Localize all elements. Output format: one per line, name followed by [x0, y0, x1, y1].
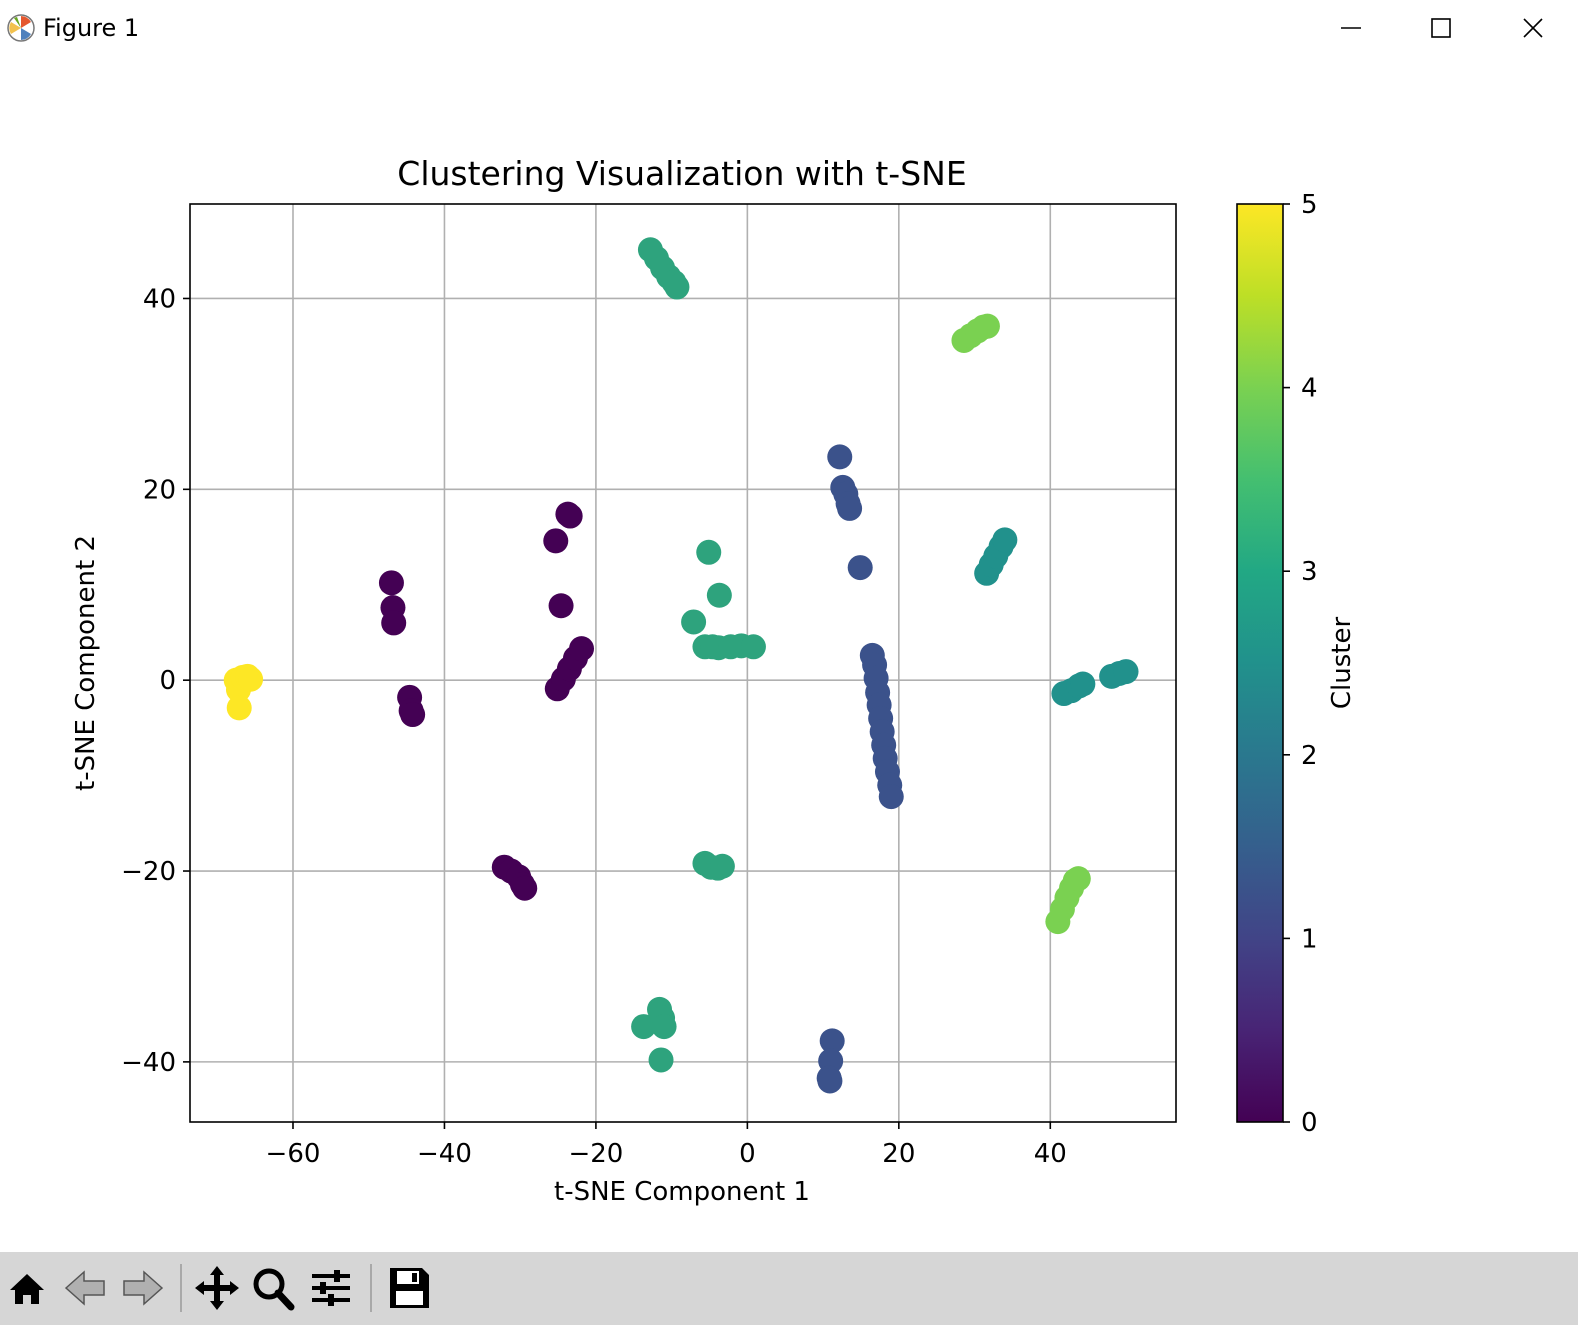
minimize-button[interactable] [1328, 8, 1374, 48]
grid-lines [190, 204, 1176, 1122]
x-axis-label: t-SNE Component 1 [554, 1177, 810, 1207]
colorbar-tick-label: 1 [1301, 924, 1318, 954]
colorbar-ticks: 0 1 2 3 4 5 [1283, 190, 1318, 1138]
scatter-point-cluster-0 [400, 702, 426, 728]
colorbar-tick-label: 5 [1301, 190, 1318, 220]
scatter-point-cluster-0 [557, 503, 583, 529]
colorbar-label: Cluster [1327, 617, 1357, 710]
y-tick-label: −40 [121, 1048, 176, 1078]
scatter-point-cluster-0 [378, 570, 404, 596]
scatter-point-cluster-4 [974, 313, 1000, 339]
home-button[interactable] [0, 1260, 54, 1316]
zoom-button[interactable] [246, 1260, 300, 1316]
y-axis-label: t-SNE Component 2 [71, 535, 101, 791]
scatter-point-cluster-1 [878, 784, 904, 810]
colorbar-tick-label: 3 [1301, 557, 1318, 587]
home-icon [10, 1274, 44, 1304]
scatter-point-cluster-1 [847, 555, 873, 581]
navigation-toolbar [0, 1252, 1578, 1325]
close-button[interactable] [1510, 8, 1556, 48]
scatter-point-cluster-3 [706, 582, 732, 608]
scatter-point-cluster-0 [569, 636, 595, 662]
chart-title: Clustering Visualization with t-SNE [397, 154, 966, 193]
forward-button[interactable] [116, 1260, 170, 1316]
scatter-point-cluster-3 [681, 609, 707, 635]
plot-area-frame [189, 203, 1177, 1123]
scatter-point-cluster-3 [651, 1014, 677, 1040]
scatter-point-cluster-3 [648, 1047, 674, 1073]
scatter-point-cluster-3 [740, 634, 766, 660]
scatter-point-cluster-0 [543, 528, 569, 554]
colorbar-tick-label: 2 [1301, 741, 1318, 771]
scatter-point-cluster-1 [827, 444, 853, 470]
close-icon [1523, 18, 1543, 38]
window-title: Figure 1 [43, 14, 140, 42]
save-button[interactable] [382, 1260, 436, 1316]
scatter-point-cluster-3 [709, 853, 735, 879]
x-tick-label: −40 [417, 1139, 472, 1169]
scatter-point-cluster-1 [837, 495, 863, 521]
x-axis-ticks: −60 −40 −20 0 20 40 [266, 1122, 1067, 1169]
maximize-icon [1431, 18, 1451, 38]
scatter-point-cluster-3 [664, 274, 690, 300]
colorbar-tick-label: 0 [1301, 1108, 1318, 1138]
back-button[interactable] [58, 1260, 112, 1316]
figure-canvas: Clustering Visualization with t-SNE −60−… [71, 154, 1357, 1207]
y-axis-ticks: −40 −20 0 20 40 [121, 284, 190, 1078]
scatter-point-cluster-1 [819, 1028, 845, 1054]
app-icon [7, 14, 35, 42]
window-titlebar: Figure 1 [0, 0, 1578, 58]
scatter-point-cluster-3 [696, 539, 722, 565]
scatter-point-cluster-3 [631, 1014, 657, 1040]
y-tick-label: 0 [159, 666, 176, 696]
scatter-point-cluster-0 [381, 610, 407, 636]
y-tick-label: 20 [143, 475, 176, 505]
pan-move-icon [195, 1266, 239, 1310]
save-disk-icon [390, 1268, 429, 1308]
x-tick-label: −60 [266, 1139, 321, 1169]
x-tick-label: −20 [568, 1139, 623, 1169]
forward-arrow-icon [123, 1270, 164, 1306]
scatter-point-cluster-5 [238, 666, 264, 692]
configure-subplots-icon [312, 1270, 350, 1306]
configure-subplots-button[interactable] [304, 1260, 358, 1316]
scatter-points [223, 237, 1139, 1094]
scatter-point-cluster-0 [512, 875, 538, 901]
scatter-point-cluster-1 [817, 1068, 843, 1094]
y-tick-label: 40 [143, 284, 176, 314]
scatter-point-cluster-2 [1070, 671, 1096, 697]
back-arrow-icon [64, 1270, 105, 1306]
toolbar-separator [370, 1264, 372, 1312]
scatter-point-cluster-2 [992, 527, 1018, 553]
scatter-point-cluster-4 [1065, 866, 1091, 892]
scatter-point-cluster-5 [226, 695, 252, 721]
toolbar-separator [180, 1264, 182, 1312]
minimize-icon [1341, 27, 1361, 29]
scatter-point-cluster-2 [1113, 659, 1139, 685]
colorbar [1236, 203, 1284, 1123]
x-tick-label: 20 [882, 1139, 915, 1169]
maximize-button[interactable] [1418, 8, 1464, 48]
pan-button[interactable] [190, 1260, 244, 1316]
scatter-point-cluster-0 [548, 593, 574, 619]
zoom-magnifier-icon [253, 1268, 295, 1311]
x-tick-label: 0 [739, 1139, 756, 1169]
colorbar-tick-label: 4 [1301, 374, 1318, 404]
y-tick-label: −20 [121, 857, 176, 887]
x-tick-label: 40 [1034, 1139, 1067, 1169]
